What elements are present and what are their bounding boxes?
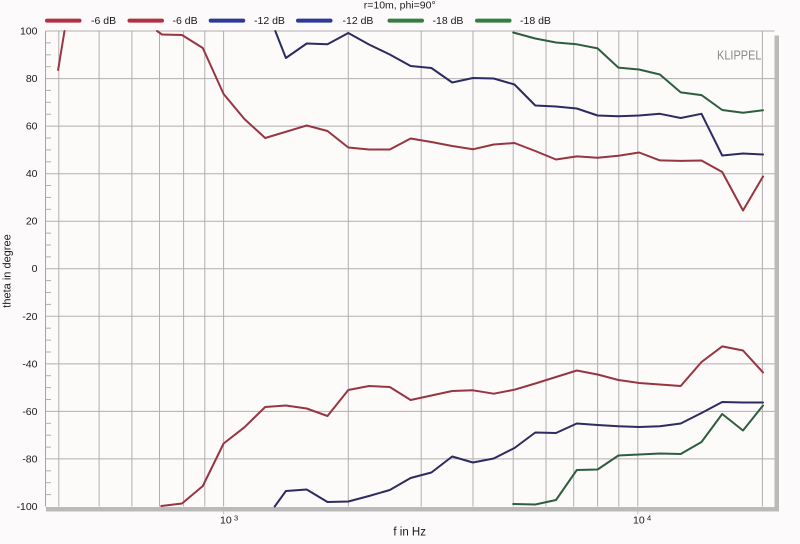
svg-text:-12 dB: -12 dB [343, 15, 374, 27]
svg-text:-60: -60 [22, 406, 37, 418]
svg-text:f in Hz: f in Hz [393, 527, 426, 539]
svg-text:100: 100 [20, 26, 38, 38]
svg-text:-6 dB: -6 dB [91, 15, 116, 27]
svg-text:-80: -80 [22, 453, 37, 465]
svg-text:theta in degree: theta in degree [2, 234, 14, 307]
svg-text:0: 0 [32, 263, 38, 275]
svg-text:-12 dB: -12 dB [254, 15, 285, 27]
svg-text:r=10m, phi=90°: r=10m, phi=90° [364, 0, 436, 12]
svg-text:KLIPPEL: KLIPPEL [717, 48, 762, 63]
svg-text:40: 40 [26, 168, 38, 180]
svg-text:-100: -100 [16, 501, 37, 513]
svg-text:-20: -20 [22, 311, 37, 323]
svg-text:20: 20 [26, 216, 38, 228]
svg-text:80: 80 [26, 73, 38, 85]
svg-text:-18 dB: -18 dB [433, 15, 464, 27]
svg-text:-18 dB: -18 dB [520, 15, 551, 27]
svg-text:-6 dB: -6 dB [173, 15, 198, 27]
svg-text:-40: -40 [22, 358, 37, 370]
svg-text:60: 60 [26, 121, 38, 133]
